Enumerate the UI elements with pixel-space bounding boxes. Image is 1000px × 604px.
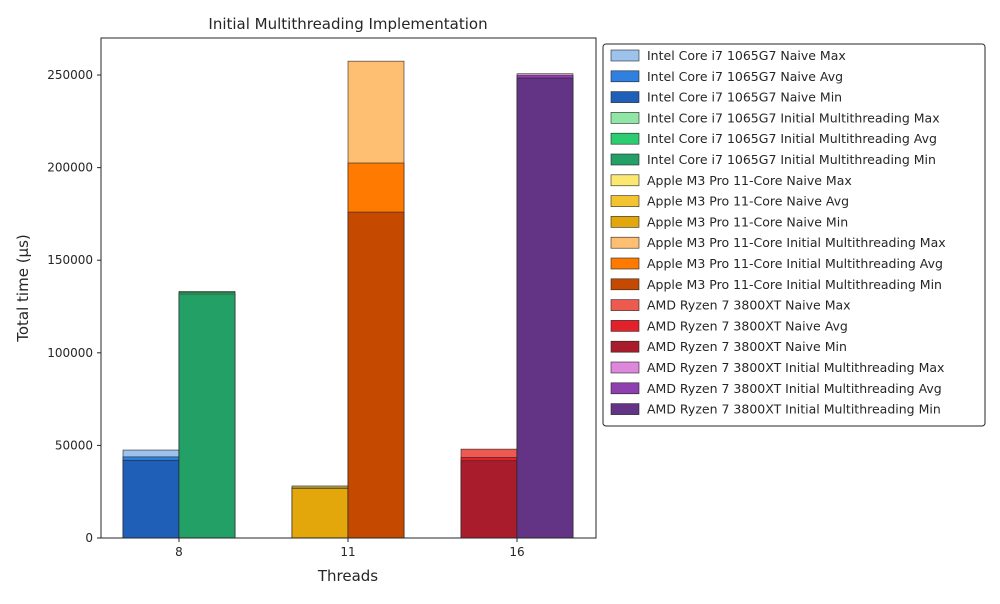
legend-item: AMD Ryzen 7 3800XT Naive Avg	[610, 318, 848, 333]
y-tick-label: 250000	[47, 68, 93, 82]
legend-frame	[602, 43, 986, 427]
legend-swatch	[610, 112, 640, 124]
legend-item: Apple M3 Pro 11-Core Initial Multithread…	[610, 235, 946, 250]
legend-swatch	[610, 174, 640, 187]
legend-item: AMD Ryzen 7 3800XT Initial Multithreadin…	[610, 360, 944, 375]
legend-swatch	[610, 91, 640, 103]
legend-swatch	[610, 382, 640, 395]
legend-label: Intel Core i7 1065G7 Initial Multithread…	[647, 131, 937, 146]
legend-item: Intel Core i7 1065G7 Naive Avg	[610, 69, 843, 84]
legend-swatch	[610, 299, 640, 311]
legend-item: Apple M3 Pro 11-Core Naive Max	[610, 173, 852, 188]
legend-swatch	[610, 236, 640, 249]
legend-swatch	[610, 153, 640, 166]
legend-item: AMD Ryzen 7 3800XT Initial Multithreadin…	[610, 402, 941, 417]
y-axis-label: Total time (μs)	[14, 234, 32, 343]
legend-label: Intel Core i7 1065G7 Naive Max	[647, 48, 846, 63]
legend-item: AMD Ryzen 7 3800XT Initial Multithreadin…	[610, 381, 942, 396]
legend-label: Intel Core i7 1065G7 Naive Min	[647, 90, 842, 105]
bar-apple-m3-pro-11-core-naive-min	[291, 488, 349, 539]
legend-item: Intel Core i7 1065G7 Initial Multithread…	[610, 110, 940, 125]
legend-item: AMD Ryzen 7 3800XT Naive Max	[610, 298, 851, 313]
legend-label: Intel Core i7 1065G7 Initial Multithread…	[647, 152, 936, 167]
x-tick-label: 16	[509, 545, 524, 559]
y-tick-label: 50000	[55, 438, 93, 452]
legend-item: Apple M3 Pro 11-Core Naive Avg	[610, 194, 849, 209]
y-tick-label: 100000	[47, 346, 93, 360]
bars-layer	[122, 60, 574, 539]
bar-intel-core-i7-1065g7-naive-min	[122, 459, 180, 539]
y-axis: 0 50000 100000 150000 200000 250000	[47, 68, 101, 545]
legend-label: AMD Ryzen 7 3800XT Initial Multithreadin…	[647, 402, 941, 417]
bar-intel-core-i7-1065g7-initial-multithreading-min	[178, 293, 236, 539]
legend-item: Apple M3 Pro 11-Core Naive Min	[610, 214, 848, 229]
legend-swatch	[610, 257, 640, 270]
y-tick-label: 200000	[47, 161, 93, 175]
legend-item: Intel Core i7 1065G7 Naive Min	[610, 90, 842, 105]
bar-amd-ryzen-7-3800xt-naive-min	[460, 460, 518, 539]
x-tick-label: 8	[175, 545, 183, 559]
legend: Intel Core i7 1065G7 Naive Max Intel Core…	[602, 43, 986, 427]
legend-label: Apple M3 Pro 11-Core Initial Multithread…	[647, 235, 946, 250]
legend-swatch	[610, 49, 640, 62]
legend-item: Intel Core i7 1065G7 Naive Max	[610, 48, 846, 63]
legend-label: AMD Ryzen 7 3800XT Naive Max	[647, 298, 851, 313]
bar-apple-m3-pro-11-core-initial-multithreading-min	[347, 211, 405, 539]
legend-label: AMD Ryzen 7 3800XT Initial Multithreadin…	[647, 360, 944, 375]
legend-swatch	[610, 403, 640, 415]
legend-swatch	[610, 216, 640, 228]
legend-swatch	[610, 195, 640, 207]
legend-item: Apple M3 Pro 11-Core Initial Multithread…	[610, 277, 942, 292]
legend-label: AMD Ryzen 7 3800XT Naive Min	[647, 339, 847, 354]
x-axis: 8 11 16	[175, 538, 525, 559]
legend-item: Intel Core i7 1065G7 Initial Multithread…	[610, 152, 936, 167]
legend-label: Apple M3 Pro 11-Core Naive Min	[647, 214, 848, 229]
legend-swatch	[610, 361, 640, 374]
legend-label: AMD Ryzen 7 3800XT Initial Multithreadin…	[647, 381, 942, 396]
legend-label: Apple M3 Pro 11-Core Naive Max	[647, 173, 852, 188]
bar-amd-ryzen-7-3800xt-initial-multithreading-min	[516, 77, 574, 539]
legend-label: AMD Ryzen 7 3800XT Naive Avg	[647, 318, 848, 333]
y-tick-label: 150000	[47, 253, 93, 267]
legend-swatch	[610, 132, 640, 145]
legend-swatch	[610, 340, 640, 353]
legend-label: Apple M3 Pro 11-Core Initial Multithread…	[647, 277, 942, 292]
legend-label: Intel Core i7 1065G7 Initial Multithread…	[647, 110, 940, 125]
legend-swatch	[610, 320, 640, 332]
legend-label: Apple M3 Pro 11-Core Initial Multithread…	[647, 256, 943, 271]
legend-item: Intel Core i7 1065G7 Initial Multithread…	[610, 131, 937, 146]
legend-label: Apple M3 Pro 11-Core Naive Avg	[647, 194, 849, 209]
legend-swatch	[610, 278, 640, 291]
y-tick-label: 0	[85, 531, 93, 545]
x-axis-label: Threads	[317, 567, 378, 585]
legend-swatch	[610, 70, 640, 83]
legend-label: Intel Core i7 1065G7 Naive Avg	[647, 69, 843, 84]
legend-item: Apple M3 Pro 11-Core Initial Multithread…	[610, 256, 943, 271]
x-tick-label: 11	[340, 545, 355, 559]
chart-title: Initial Multithreading Implementation	[208, 15, 487, 33]
legend-item: AMD Ryzen 7 3800XT Naive Min	[610, 339, 847, 354]
